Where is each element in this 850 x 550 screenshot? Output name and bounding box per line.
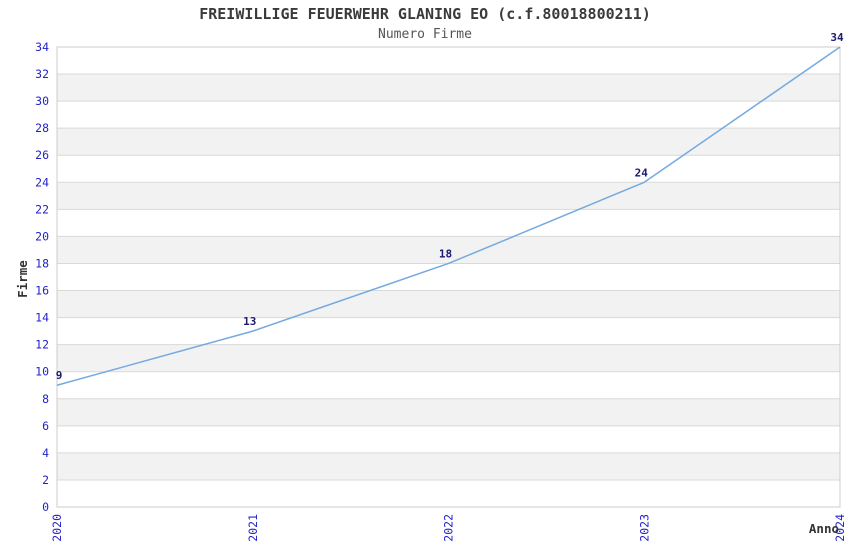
background-band	[57, 398, 840, 426]
y-tick-label: 10	[35, 365, 49, 379]
point-label: 13	[243, 315, 256, 328]
y-axis-label: Firme	[15, 260, 30, 298]
y-tick-label: 4	[42, 446, 49, 460]
point-label: 18	[439, 247, 452, 260]
x-tick-label: 2021	[246, 514, 260, 542]
y-tick-label: 30	[35, 94, 49, 108]
background-band	[57, 452, 840, 480]
x-tick-label: 2023	[637, 514, 651, 542]
y-tick-label: 26	[35, 148, 49, 162]
plot-border	[56, 46, 841, 508]
background-band	[57, 344, 840, 372]
y-tick-label: 18	[35, 256, 49, 270]
point-label: 34	[830, 31, 844, 44]
x-tick-label: 2020	[50, 514, 64, 542]
background-band	[57, 74, 840, 102]
y-tick-label: 24	[35, 175, 49, 189]
y-tick-label: 0	[42, 500, 49, 514]
y-tick-label: 32	[35, 67, 49, 81]
y-tick-label: 6	[42, 419, 49, 433]
background-band	[57, 290, 840, 318]
y-tick-label: 20	[35, 229, 49, 243]
background-band	[57, 236, 840, 264]
point-label: 24	[635, 166, 649, 179]
series-line	[56, 46, 841, 386]
x-tick-label: 2022	[442, 514, 456, 542]
y-tick-label: 28	[35, 121, 49, 135]
point-label: 9	[56, 369, 63, 382]
x-tick-label: 2024	[833, 514, 847, 542]
y-tick-label: 12	[35, 338, 49, 352]
background-band	[57, 182, 840, 210]
y-tick-label: 14	[35, 311, 49, 325]
y-tick-label: 34	[35, 40, 49, 54]
chart-title: FREIWILLIGE FEUERWEHR GLANING EO (c.f.80…	[199, 5, 651, 23]
y-tick-label: 16	[35, 284, 49, 298]
y-tick-label: 8	[42, 392, 49, 406]
y-tick-label: 22	[35, 202, 49, 216]
y-tick-label: 2	[42, 473, 49, 487]
chart-subtitle: Numero Firme	[378, 27, 472, 42]
background-band	[57, 128, 840, 156]
x-axis-label: Anno	[809, 521, 839, 536]
